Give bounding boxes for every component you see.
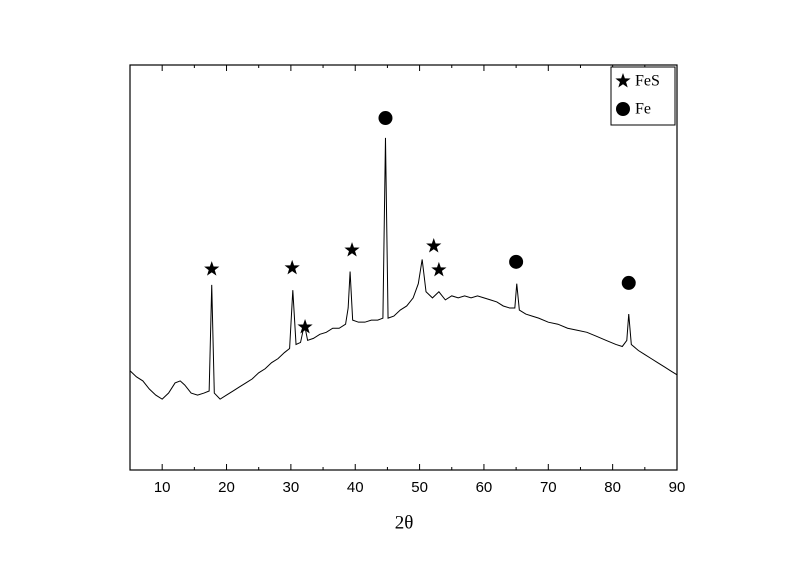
data-line: [129, 137, 678, 400]
x-tick-label: 20: [218, 479, 235, 496]
peak-marker: [426, 238, 442, 253]
x-axis-label: 2θ: [395, 512, 414, 533]
x-tick-label: 70: [540, 479, 557, 496]
x-tick-label: 90: [669, 479, 686, 496]
x-tick-label: 60: [476, 479, 493, 496]
peak-marker: [344, 242, 360, 257]
plot-frame: [129, 64, 678, 471]
peak-marker: [431, 261, 447, 277]
peak-marker: [509, 254, 524, 269]
peak-marker: [297, 319, 313, 334]
legend-symbol: [615, 73, 631, 88]
x-tick-label: 80: [604, 479, 621, 496]
x-tick-label: 40: [347, 479, 364, 496]
legend-label: FeS: [635, 73, 660, 90]
peak-marker: [284, 259, 300, 275]
x-tick-label: 30: [283, 479, 300, 496]
legend-label: Fe: [635, 101, 651, 118]
peak-marker: [621, 275, 636, 290]
x-tick-label: 10: [154, 479, 171, 496]
peak-marker: [378, 111, 393, 126]
legend-symbol: [616, 102, 630, 116]
x-tick-label: 50: [411, 479, 428, 496]
peak-marker: [204, 261, 220, 276]
